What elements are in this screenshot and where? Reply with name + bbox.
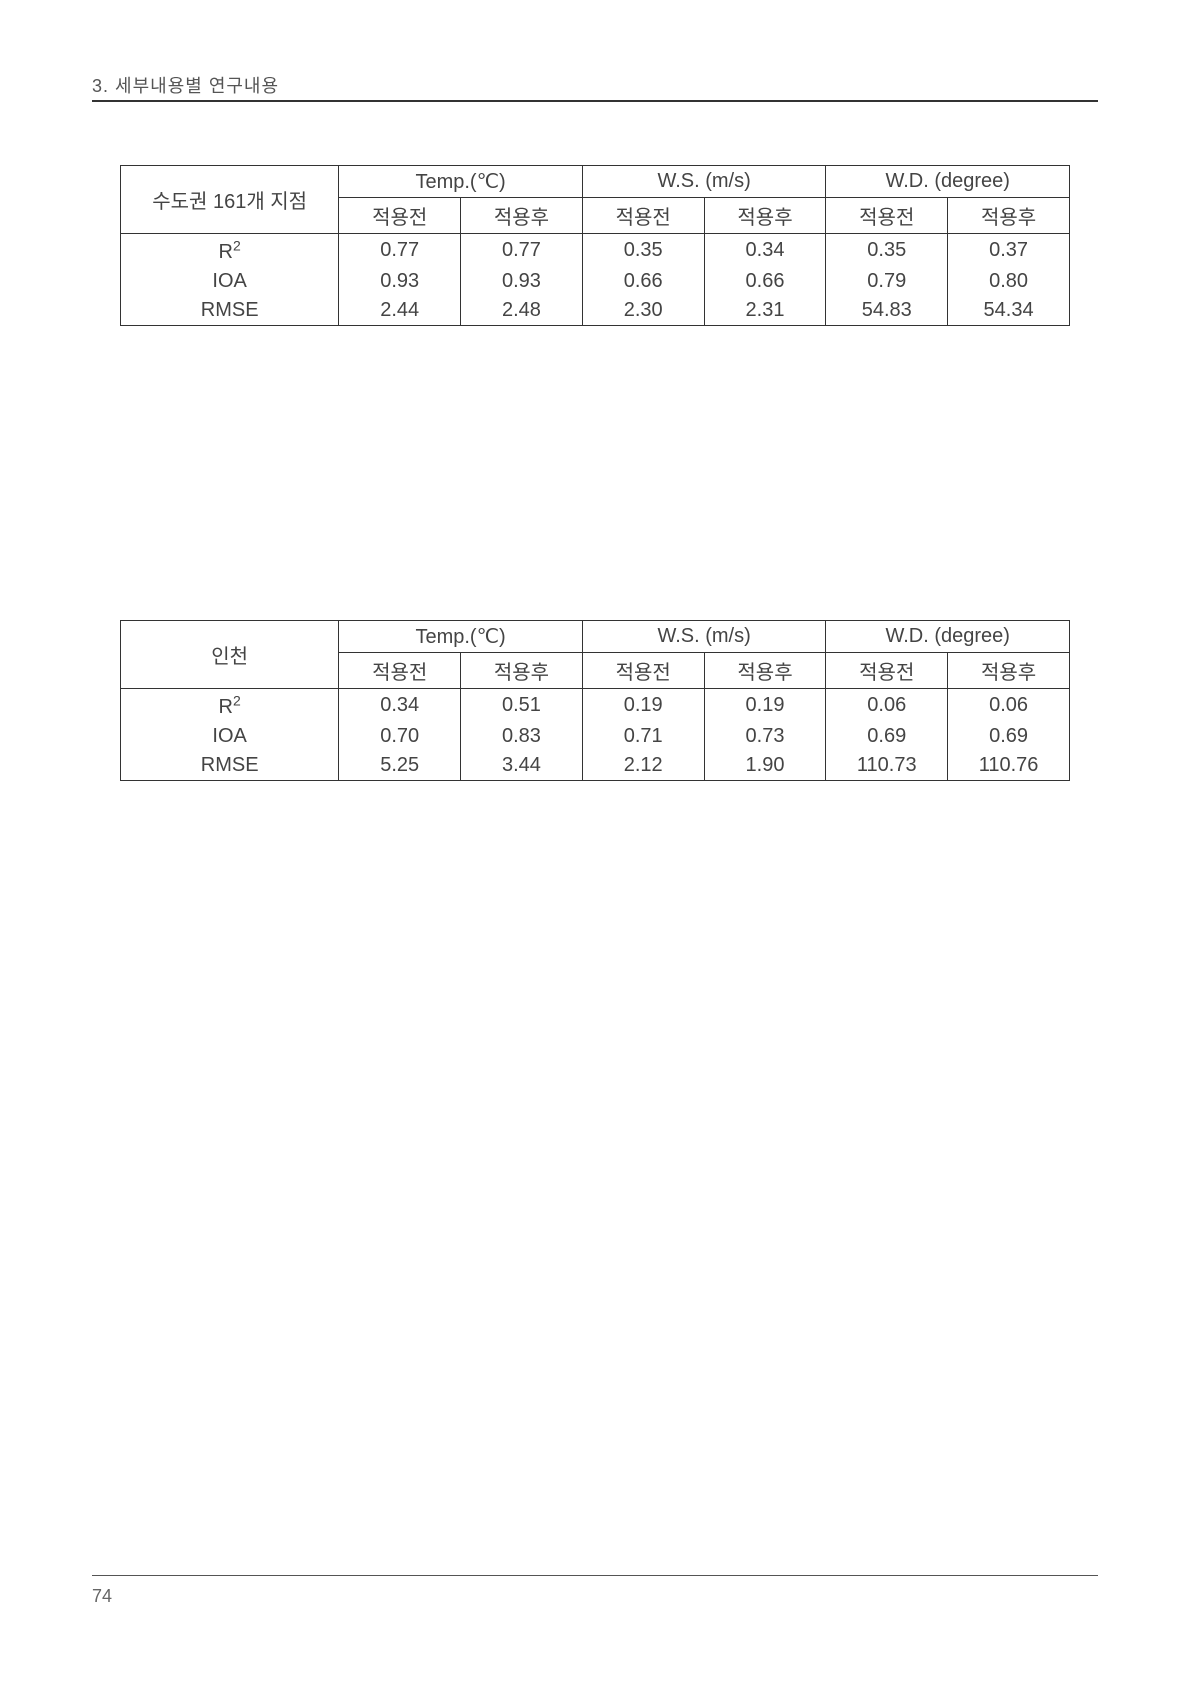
table1-sub-2: 적용전 bbox=[582, 198, 704, 234]
table1-row1-v2: 0.66 bbox=[582, 267, 704, 296]
table1-sub-1: 적용후 bbox=[461, 198, 583, 234]
table1-row-ioa: IOA 0.93 0.93 0.66 0.66 0.79 0.80 bbox=[121, 267, 1070, 296]
table2-row0-label: R2 bbox=[121, 689, 339, 722]
table2-sub-3: 적용후 bbox=[704, 653, 826, 689]
table2-row1-v2: 0.71 bbox=[582, 722, 704, 751]
table2-sub-1: 적용후 bbox=[461, 653, 583, 689]
page-footer: 74 bbox=[92, 1575, 1098, 1607]
table1-row2-v1: 2.48 bbox=[461, 296, 583, 326]
table2-sub-5: 적용후 bbox=[948, 653, 1070, 689]
table2-group-temp: Temp.(℃) bbox=[339, 621, 583, 653]
table2-row2-v5: 110.76 bbox=[948, 751, 1070, 781]
table1-row0-v0: 0.77 bbox=[339, 234, 461, 267]
table1-container: 수도권 161개 지점 Temp.(℃) W.S. (m/s) W.D. (de… bbox=[120, 165, 1070, 326]
table2-row1-v1: 0.83 bbox=[461, 722, 583, 751]
table2: 인천 Temp.(℃) W.S. (m/s) W.D. (degree) 적용전… bbox=[120, 620, 1070, 781]
table1-row0-v1: 0.77 bbox=[461, 234, 583, 267]
table1: 수도권 161개 지점 Temp.(℃) W.S. (m/s) W.D. (de… bbox=[120, 165, 1070, 326]
table1-row1-label: IOA bbox=[121, 267, 339, 296]
header-text: 3. 세부내용별 연구내용 bbox=[92, 76, 279, 96]
header-divider bbox=[92, 100, 1098, 102]
table1-row2-v5: 54.34 bbox=[948, 296, 1070, 326]
table1-row1-v3: 0.66 bbox=[704, 267, 826, 296]
table1-row2-v0: 2.44 bbox=[339, 296, 461, 326]
table2-row1-v3: 0.73 bbox=[704, 722, 826, 751]
table1-row0-v2: 0.35 bbox=[582, 234, 704, 267]
table1-row0-v4: 0.35 bbox=[826, 234, 948, 267]
table1-header-row1: 수도권 161개 지점 Temp.(℃) W.S. (m/s) W.D. (de… bbox=[121, 166, 1070, 198]
table2-row-rmse: RMSE 5.25 3.44 2.12 1.90 110.73 110.76 bbox=[121, 751, 1070, 781]
table1-row1-v1: 0.93 bbox=[461, 267, 583, 296]
table1-sub-5: 적용후 bbox=[948, 198, 1070, 234]
table2-row1-v4: 0.69 bbox=[826, 722, 948, 751]
table2-header-row1: 인천 Temp.(℃) W.S. (m/s) W.D. (degree) bbox=[121, 621, 1070, 653]
table2-row0-v0: 0.34 bbox=[339, 689, 461, 722]
table2-row0-v1: 0.51 bbox=[461, 689, 583, 722]
table1-sub-3: 적용후 bbox=[704, 198, 826, 234]
table2-container: 인천 Temp.(℃) W.S. (m/s) W.D. (degree) 적용전… bbox=[120, 620, 1070, 781]
table2-row0-v3: 0.19 bbox=[704, 689, 826, 722]
table2-row1-v5: 0.69 bbox=[948, 722, 1070, 751]
table1-row2-v3: 2.31 bbox=[704, 296, 826, 326]
table1-row0-label: R2 bbox=[121, 234, 339, 267]
table2-row-ioa: IOA 0.70 0.83 0.71 0.73 0.69 0.69 bbox=[121, 722, 1070, 751]
table2-row0-v4: 0.06 bbox=[826, 689, 948, 722]
table1-sub-4: 적용전 bbox=[826, 198, 948, 234]
table2-sub-0: 적용전 bbox=[339, 653, 461, 689]
table1-row1-v4: 0.79 bbox=[826, 267, 948, 296]
table2-row0-v5: 0.06 bbox=[948, 689, 1070, 722]
table2-rowheader: 인천 bbox=[121, 621, 339, 689]
table2-row1-label: IOA bbox=[121, 722, 339, 751]
table2-group-wd: W.D. (degree) bbox=[826, 621, 1070, 653]
table1-row-r2: R2 0.77 0.77 0.35 0.34 0.35 0.37 bbox=[121, 234, 1070, 267]
table1-row-rmse: RMSE 2.44 2.48 2.30 2.31 54.83 54.34 bbox=[121, 296, 1070, 326]
table2-row0-v2: 0.19 bbox=[582, 689, 704, 722]
table2-row2-v1: 3.44 bbox=[461, 751, 583, 781]
table2-row2-v3: 1.90 bbox=[704, 751, 826, 781]
table1-row2-v4: 54.83 bbox=[826, 296, 948, 326]
table1-group-wd: W.D. (degree) bbox=[826, 166, 1070, 198]
table2-group-ws: W.S. (m/s) bbox=[582, 621, 826, 653]
table1-row1-v5: 0.80 bbox=[948, 267, 1070, 296]
table1-rowheader: 수도권 161개 지점 bbox=[121, 166, 339, 234]
table1-row2-label: RMSE bbox=[121, 296, 339, 326]
table1-row0-v5: 0.37 bbox=[948, 234, 1070, 267]
table2-row-r2: R2 0.34 0.51 0.19 0.19 0.06 0.06 bbox=[121, 689, 1070, 722]
table1-sub-0: 적용전 bbox=[339, 198, 461, 234]
table2-row1-v0: 0.70 bbox=[339, 722, 461, 751]
table1-row1-v0: 0.93 bbox=[339, 267, 461, 296]
table2-row2-label: RMSE bbox=[121, 751, 339, 781]
table2-sub-2: 적용전 bbox=[582, 653, 704, 689]
page-number: 74 bbox=[92, 1586, 112, 1606]
table1-row2-v2: 2.30 bbox=[582, 296, 704, 326]
table2-row2-v2: 2.12 bbox=[582, 751, 704, 781]
table1-row0-v3: 0.34 bbox=[704, 234, 826, 267]
table1-group-ws: W.S. (m/s) bbox=[582, 166, 826, 198]
table2-row2-v4: 110.73 bbox=[826, 751, 948, 781]
table2-row2-v0: 5.25 bbox=[339, 751, 461, 781]
table1-group-temp: Temp.(℃) bbox=[339, 166, 583, 198]
table2-sub-4: 적용전 bbox=[826, 653, 948, 689]
